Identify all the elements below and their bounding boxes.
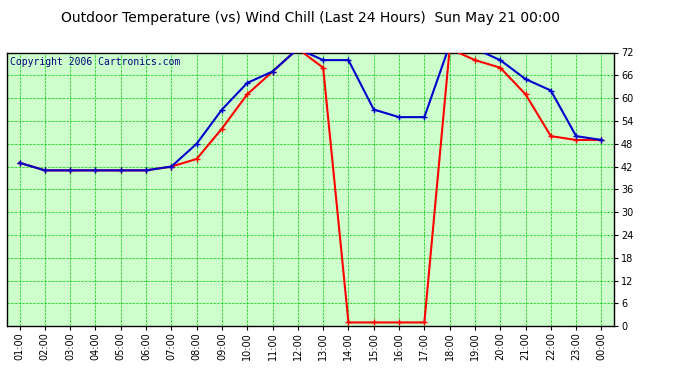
- Text: Outdoor Temperature (vs) Wind Chill (Last 24 Hours)  Sun May 21 00:00: Outdoor Temperature (vs) Wind Chill (Las…: [61, 11, 560, 25]
- Text: Copyright 2006 Cartronics.com: Copyright 2006 Cartronics.com: [10, 57, 180, 67]
